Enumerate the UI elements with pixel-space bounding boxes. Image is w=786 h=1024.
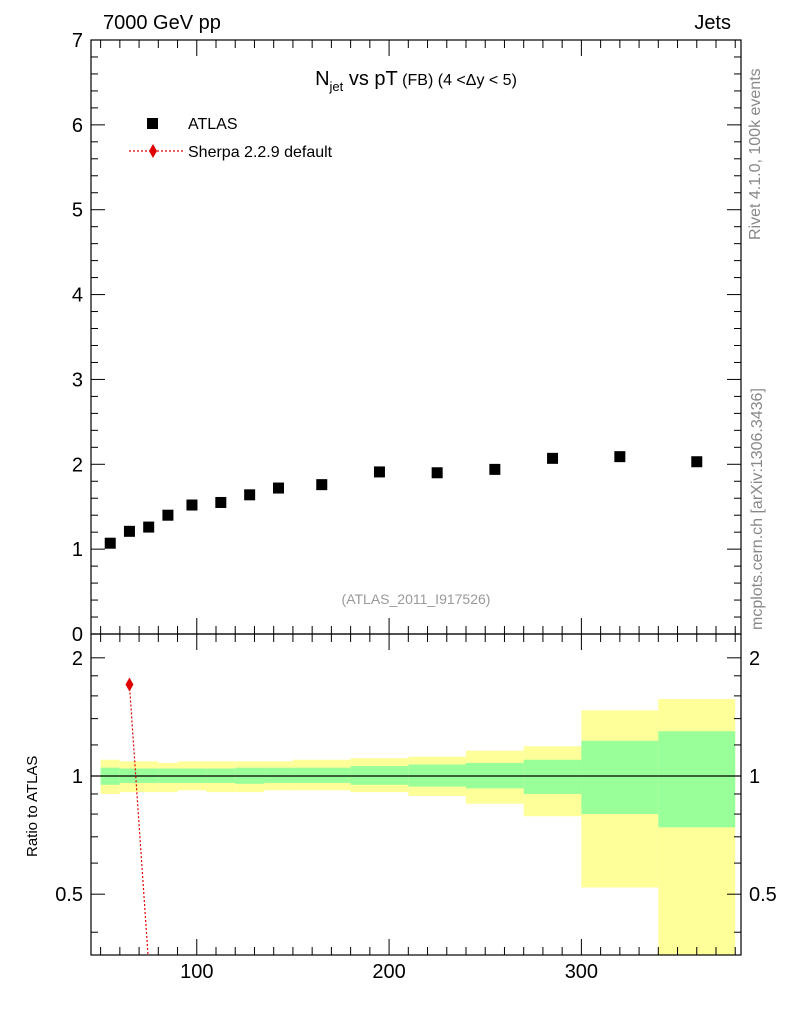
x-tick-label: 200 xyxy=(372,961,405,983)
ratio-y-tick-label-right: 2 xyxy=(749,648,760,670)
legend-atlas-marker xyxy=(147,118,158,129)
main-panel-content xyxy=(104,451,703,549)
title-mid: vs pT xyxy=(343,68,397,90)
atlas-data-point xyxy=(123,525,135,537)
band-inner-bin xyxy=(264,767,293,783)
atlas-data-point xyxy=(104,537,116,549)
atlas-data-point xyxy=(547,452,559,464)
y-tick-label: 1 xyxy=(72,539,83,561)
y-tick-label: 2 xyxy=(72,454,83,476)
analysis-label: (ATLAS_2011_I917526) xyxy=(342,591,491,607)
atlas-data-point xyxy=(244,489,256,501)
y-tick-label: 6 xyxy=(72,115,83,137)
title-range: (4 <Δy < 5) xyxy=(438,72,517,89)
header-left: 7000 GeV pp xyxy=(103,12,221,34)
ratio-y-tick-label-right: 0.5 xyxy=(749,884,777,906)
mcplots-label: mcplots.cern.ch [arXiv:1306.3436] xyxy=(749,388,766,630)
legend-sherpa-label: Sherpa 2.2.9 default xyxy=(188,144,333,161)
x-tick-label: 300 xyxy=(565,961,598,983)
sherpa-ratio-point xyxy=(145,958,153,972)
title-sub: jet xyxy=(329,79,344,94)
y-tick-label: 4 xyxy=(72,285,83,307)
rivet-label: Rivet 4.1.0, 100k events xyxy=(747,68,764,240)
ratio-y-tick-label: 1 xyxy=(72,766,83,788)
ratio-ylabel: Ratio to ATLAS xyxy=(24,756,41,857)
sherpa-ratio-line xyxy=(128,684,149,955)
main-title: Njet vs pT (FB) (4 <Δy < 5) xyxy=(315,68,517,94)
atlas-data-point xyxy=(273,482,284,494)
y-tick-label: 0 xyxy=(72,624,83,646)
header-right: Jets xyxy=(694,12,731,34)
sherpa-series xyxy=(125,677,153,972)
sherpa-ratio-point xyxy=(125,677,134,692)
atlas-data-point xyxy=(162,509,174,521)
atlas-data-point xyxy=(489,463,501,475)
atlas-data-point xyxy=(614,451,626,463)
legend-sherpa-marker xyxy=(149,144,157,158)
atlas-data-point xyxy=(431,467,443,479)
y-tick-label: 5 xyxy=(72,200,83,222)
legend-atlas-label: ATLAS xyxy=(188,116,238,133)
ratio-frame xyxy=(90,633,742,956)
band-inner-bin xyxy=(581,740,659,815)
title-n: N xyxy=(315,68,329,90)
ratio-y-tick-label: 2 xyxy=(72,648,83,670)
y-tick-label: 7 xyxy=(72,30,83,52)
band-inner-bin xyxy=(658,731,736,828)
atlas-data-point xyxy=(373,466,385,478)
x-tick-label: 100 xyxy=(180,961,213,983)
y-tick-label: 3 xyxy=(72,369,83,391)
atlas-data-point xyxy=(316,479,328,491)
atlas-data-point xyxy=(186,499,198,511)
atlas-data-point xyxy=(215,496,227,508)
legend: ATLAS Sherpa 2.2.9 default xyxy=(129,116,333,161)
atlas-data-point xyxy=(143,521,155,533)
atlas-data-point xyxy=(691,456,703,468)
ratio-panel-content xyxy=(91,677,741,972)
axes: 0 1 2 3 4 5 6 7 100 200 300 0.5 0.5 1 1 2 2 xyxy=(55,30,777,983)
band-inner-bin xyxy=(292,767,351,783)
ratio-y-tick-label: 0.5 xyxy=(55,884,83,906)
ratio-y-tick-label-right: 1 xyxy=(749,766,760,788)
title-fb: (FB) xyxy=(398,72,438,89)
band-inner-bin xyxy=(523,759,582,794)
